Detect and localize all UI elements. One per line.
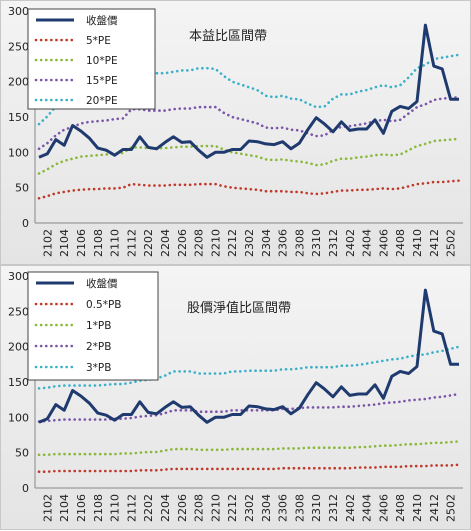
pe-legend: 收盤價 5*PE 10*PE 15*PE 20*PE <box>27 8 156 110</box>
x-tick-label: 2108 <box>92 494 105 522</box>
x-tick-label: 2210 <box>209 229 222 257</box>
x-tick-label: 2304 <box>260 229 273 257</box>
x-tick-label: 2204 <box>159 229 172 257</box>
x-tick-label: 2310 <box>310 494 323 522</box>
x-tick-label: 2402 <box>344 494 357 522</box>
pe-series-line-1 <box>37 179 461 200</box>
x-tick-label: 2108 <box>92 229 105 257</box>
legend-label: 收盤價 <box>86 14 118 27</box>
legend-label: 0.5*PB <box>86 299 121 311</box>
pb-series-line-2 <box>37 440 461 457</box>
y-tick-label: 150 <box>8 376 29 389</box>
x-tick-label: 2104 <box>58 229 71 257</box>
pb-series-line-4 <box>37 345 461 390</box>
pb-legend: 收盤價 0.5*PB 1*PB 2*PB 3*PB <box>27 271 159 381</box>
x-tick-label: 2202 <box>142 229 155 257</box>
legend-box <box>27 271 159 381</box>
y-tick-label: 150 <box>8 111 29 124</box>
y-tick-label: 250 <box>8 305 29 318</box>
x-tick-label: 2306 <box>277 494 290 522</box>
y-tick-label: 100 <box>8 146 29 159</box>
pb-band-chart: 0 50 100 150 200 250 300 2102 2104 2106 2108 2110 21… <box>8 270 463 522</box>
y-tick-label: 50 <box>15 447 29 460</box>
x-tick-label: 2306 <box>277 229 290 257</box>
x-tick-label: 2208 <box>193 494 206 522</box>
x-tick-label: 2308 <box>293 229 306 257</box>
y-tick-label: 100 <box>8 411 29 424</box>
y-tick-label: 200 <box>8 76 29 89</box>
legend-label: 收盤價 <box>86 277 118 290</box>
x-tick-label: 2402 <box>344 229 357 257</box>
legend-label: 3*PB <box>86 362 111 374</box>
pe-chart-title: 本益比區間帶 <box>189 29 267 44</box>
pe-band-chart: 0 50 100 150 200 250 300 2102 2104 2106 2108 2110 21… <box>8 5 463 257</box>
x-tick-label: 2212 <box>226 229 239 257</box>
x-tick-label: 2106 <box>75 229 88 257</box>
pe-series-line-4 <box>37 53 461 126</box>
x-tick-label: 2304 <box>260 494 273 522</box>
pe-series-line-2 <box>37 137 461 175</box>
legend-label: 1*PB <box>86 320 111 332</box>
pb-band-chart-panel: 0 50 100 150 200 250 300 2102 2104 2106 2108 2110 21… <box>0 265 471 530</box>
pe-series-line-0 <box>38 23 459 159</box>
x-tick-label: 2102 <box>41 229 54 257</box>
x-tick-label: 2112 <box>125 494 138 522</box>
x-tick-label: 2104 <box>58 494 71 522</box>
x-tick-label: 2404 <box>361 229 374 257</box>
y-tick-label: 50 <box>15 182 29 195</box>
x-tick-label: 2212 <box>226 494 239 522</box>
x-tick-label: 2206 <box>176 494 189 522</box>
legend-label: 5*PE <box>86 35 111 47</box>
y-tick-label: 0 <box>22 217 29 230</box>
x-tick-label: 2204 <box>159 494 172 522</box>
x-tick-label: 2102 <box>41 494 54 522</box>
legend-label: 15*PE <box>86 75 118 87</box>
x-tick-label: 2412 <box>428 494 441 522</box>
pe-band-chart-panel: 0 50 100 150 200 250 300 2102 2104 2106 2108 2110 21… <box>0 0 471 265</box>
x-tick-label: 2410 <box>411 229 424 257</box>
x-tick-label: 2106 <box>75 494 88 522</box>
x-tick-label: 2502 <box>445 229 458 257</box>
legend-label: 20*PE <box>86 95 118 107</box>
x-tick-label: 2406 <box>377 494 390 522</box>
x-tick-label: 2208 <box>193 229 206 257</box>
x-tick-label: 2406 <box>377 229 390 257</box>
x-tick-label: 2404 <box>361 494 374 522</box>
x-tick-label: 2206 <box>176 229 189 257</box>
legend-label: 2*PB <box>86 341 111 353</box>
x-tick-label: 2312 <box>327 229 340 257</box>
x-tick-label: 2202 <box>142 494 155 522</box>
x-tick-label: 2302 <box>243 229 256 257</box>
y-tick-label: 250 <box>8 40 29 53</box>
x-tick-label: 2310 <box>310 229 323 257</box>
pb-series-line-1 <box>37 463 461 473</box>
legend-label: 10*PE <box>86 55 118 67</box>
y-tick-label: 300 <box>8 5 29 18</box>
x-tick-label: 2408 <box>394 229 407 257</box>
pb-series-line-0 <box>38 288 459 424</box>
y-tick-label: 200 <box>8 341 29 354</box>
x-tick-label: 2502 <box>445 494 458 522</box>
y-tick-label: 300 <box>8 270 29 283</box>
x-tick-label: 2412 <box>428 229 441 257</box>
y-tick-label: 0 <box>22 482 29 495</box>
x-tick-label: 2112 <box>125 229 138 257</box>
x-tick-label: 2110 <box>109 494 122 522</box>
pb-chart-title: 股價淨值比區間帶 <box>187 300 291 316</box>
legend-box <box>27 8 156 110</box>
x-tick-label: 2312 <box>327 494 340 522</box>
x-tick-label: 2410 <box>411 494 424 522</box>
x-tick-label: 2302 <box>243 494 256 522</box>
x-tick-label: 2408 <box>394 494 407 522</box>
pb-series-line-3 <box>37 392 461 423</box>
x-tick-label: 2308 <box>293 494 306 522</box>
x-tick-label: 2210 <box>209 494 222 522</box>
x-tick-label: 2110 <box>109 229 122 257</box>
